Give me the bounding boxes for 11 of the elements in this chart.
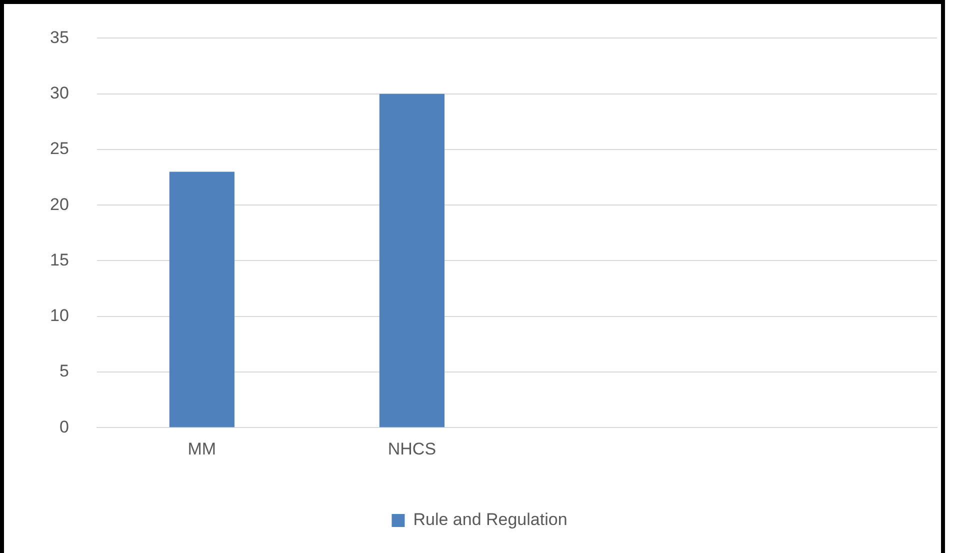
y-tick-label: 0: [59, 417, 69, 436]
x-tick-label: NHCS: [388, 439, 436, 458]
legend-label: Rule and Regulation: [413, 510, 568, 530]
y-tick-label: 25: [50, 139, 69, 158]
y-tick-label: 35: [50, 28, 69, 47]
x-tick-label: MM: [188, 439, 216, 458]
y-tick-label: 20: [50, 194, 69, 214]
y-tick-label: 30: [50, 84, 69, 103]
y-tick-label: 15: [50, 250, 69, 270]
y-tick-label: 5: [59, 362, 69, 381]
y-tick-label: 10: [50, 306, 69, 326]
